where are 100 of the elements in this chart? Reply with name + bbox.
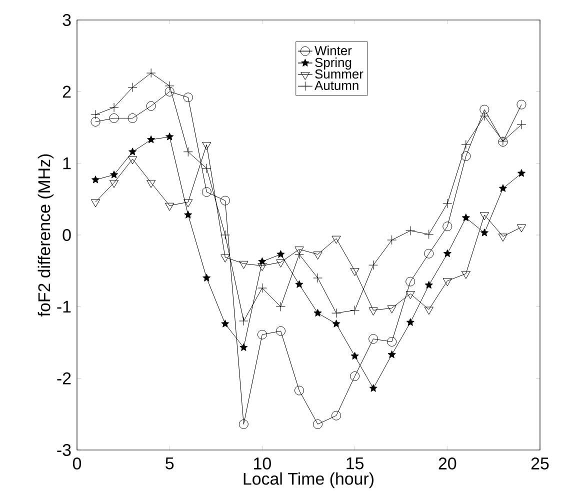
- point: [109, 113, 119, 123]
- point: [517, 168, 526, 177]
- point: [240, 343, 248, 351]
- point: [332, 236, 341, 244]
- point: [368, 307, 378, 316]
- legend-label: Spring: [315, 57, 352, 70]
- point: [368, 260, 378, 270]
- y-tick-label: -3: [57, 444, 71, 456]
- x-tick-label: 15: [346, 457, 364, 470]
- legend-label: Autumn: [314, 80, 358, 90]
- point: [294, 249, 304, 259]
- point: [258, 262, 267, 271]
- point: [183, 146, 193, 156]
- point: [516, 224, 526, 232]
- point: [332, 319, 340, 328]
- point: [109, 102, 119, 112]
- point: [387, 305, 396, 314]
- point: [516, 100, 526, 110]
- x-axis-title: Local Time (hour): [244, 472, 374, 488]
- y-tick-label: 3: [62, 14, 71, 26]
- x-tick-label: 20: [438, 457, 456, 470]
- point: [166, 132, 174, 140]
- point: [294, 386, 304, 396]
- legend-label: Summer: [315, 69, 364, 78]
- point: [313, 251, 322, 260]
- point: [257, 330, 267, 340]
- point: [424, 306, 434, 315]
- point: [332, 308, 342, 318]
- point: [202, 187, 212, 197]
- point: [350, 371, 360, 381]
- point: [442, 198, 452, 208]
- point: [221, 319, 230, 328]
- point: [257, 283, 267, 293]
- point: [239, 260, 248, 269]
- x-tick-label: 25: [531, 457, 549, 470]
- point: [424, 229, 434, 239]
- point: [128, 147, 137, 156]
- point: [461, 270, 470, 279]
- point: [146, 180, 156, 188]
- point: [128, 113, 138, 123]
- y-axis-title: foF2 difference (MHz): [38, 154, 54, 316]
- point: [406, 276, 416, 286]
- point: [276, 250, 285, 258]
- point: [369, 384, 378, 392]
- point: [90, 199, 100, 208]
- point: [202, 142, 212, 150]
- y-tick-label: 2: [62, 86, 71, 98]
- point: [406, 226, 416, 236]
- point: [146, 101, 156, 111]
- point: [388, 350, 396, 358]
- point: [498, 184, 507, 192]
- point: [146, 68, 156, 78]
- point: [184, 199, 193, 208]
- point: [295, 280, 304, 288]
- point: [350, 305, 360, 315]
- point: [443, 249, 452, 257]
- point: [202, 163, 212, 173]
- point: [184, 210, 192, 218]
- point: [424, 280, 433, 288]
- point: [220, 254, 230, 262]
- point: [238, 316, 248, 326]
- legend-label: Winter: [314, 45, 352, 55]
- point: [164, 80, 174, 90]
- y-tick-label: 1: [63, 157, 71, 169]
- point: [313, 419, 322, 429]
- x-tick-label: 10: [254, 457, 271, 470]
- point: [110, 170, 118, 178]
- point: [424, 248, 434, 258]
- point: [164, 86, 174, 96]
- point: [183, 92, 193, 102]
- point: [350, 268, 360, 276]
- point: [406, 290, 415, 299]
- point: [128, 82, 138, 92]
- point: [294, 246, 304, 254]
- point: [461, 151, 471, 161]
- point: [350, 352, 359, 360]
- point: [462, 213, 470, 222]
- point: [516, 120, 526, 130]
- x-tick-label: 5: [166, 457, 174, 470]
- point: [147, 135, 156, 143]
- point: [220, 196, 230, 206]
- point: [90, 116, 100, 126]
- point: [480, 104, 490, 114]
- point: [258, 257, 266, 265]
- y-tick-label: -1: [57, 300, 71, 312]
- point: [314, 308, 322, 316]
- point: [406, 318, 414, 326]
- point: [276, 302, 286, 312]
- point: [387, 336, 397, 346]
- point: [238, 419, 248, 429]
- point: [90, 110, 100, 120]
- point: [91, 175, 100, 184]
- x-tick-label: 0: [72, 457, 82, 470]
- point: [109, 180, 119, 188]
- point: [276, 259, 286, 268]
- point: [480, 111, 490, 121]
- point: [128, 156, 138, 164]
- point: [165, 202, 174, 211]
- point: [480, 228, 488, 236]
- point: [480, 212, 490, 220]
